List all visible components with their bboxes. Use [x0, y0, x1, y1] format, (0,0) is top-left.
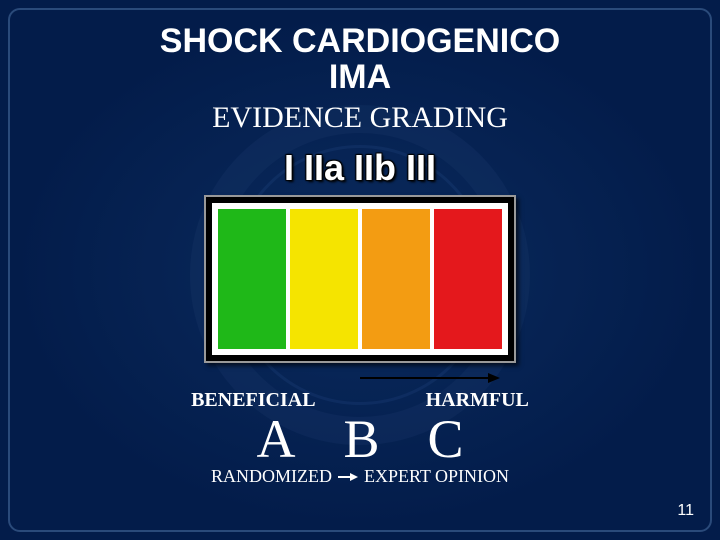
bar-2b — [362, 209, 430, 349]
class-label-3: III — [406, 147, 436, 189]
evidence-letters-row: A B C — [10, 408, 710, 470]
bars-inner — [212, 203, 508, 355]
title: SHOCK CARDIOGENICO IMA — [10, 24, 710, 95]
class-labels-row: I IIa IIb III — [274, 143, 446, 193]
bar-3 — [434, 209, 502, 349]
randomized-label: RANDOMIZED — [211, 466, 332, 487]
title-line1: SHOCK CARDIOGENICO — [160, 22, 560, 60]
class-label-2a: IIa — [304, 147, 344, 189]
bars-container — [204, 195, 516, 363]
expert-opinion-label: EXPERT OPINION — [364, 466, 509, 487]
page-number: 11 — [677, 502, 694, 520]
spectrum-arrow-row — [10, 373, 710, 383]
slide-content: SHOCK CARDIOGENICO IMA EVIDENCE GRADING … — [10, 10, 710, 530]
title-line2: IMA — [329, 58, 391, 96]
evidence-a: A — [256, 408, 295, 470]
beneficial-label: BENEFICIAL — [191, 389, 315, 412]
slide-frame: SHOCK CARDIOGENICO IMA EVIDENCE GRADING … — [8, 8, 712, 532]
evidence-b: B — [343, 408, 379, 470]
class-label-1: I — [284, 147, 294, 189]
mini-arrow-right-icon — [338, 472, 358, 482]
bar-2a — [290, 209, 358, 349]
class-label-2b: IIb — [354, 147, 396, 189]
arrow-right-icon — [360, 373, 500, 383]
bar-1 — [218, 209, 286, 349]
subtitle: EVIDENCE GRADING — [10, 101, 710, 135]
evidence-c: C — [428, 408, 464, 470]
